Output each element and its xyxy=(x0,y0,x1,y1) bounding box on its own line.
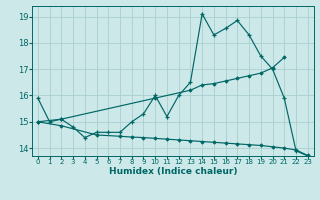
X-axis label: Humidex (Indice chaleur): Humidex (Indice chaleur) xyxy=(108,167,237,176)
